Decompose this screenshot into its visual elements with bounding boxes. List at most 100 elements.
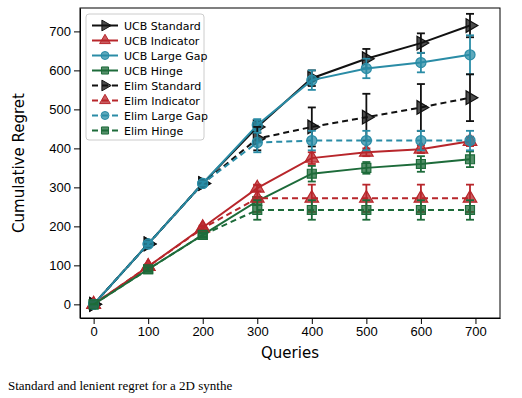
y-axis-title: Cumulative Regret — [10, 93, 28, 233]
tick-mark — [421, 318, 422, 324]
legend-item: UCB Standard — [92, 20, 201, 33]
tick-label: 300 — [247, 324, 269, 339]
x-axis-title: Queries — [261, 344, 319, 362]
tick-mark — [203, 318, 204, 324]
tick-label: 200 — [49, 219, 71, 234]
series-line — [94, 55, 470, 305]
legend-label: UCB Hinge — [124, 65, 183, 78]
tick: 500 — [49, 102, 80, 117]
error-bar-cap — [362, 219, 370, 221]
marker — [89, 300, 98, 309]
marker — [305, 190, 319, 202]
marker — [416, 206, 425, 215]
error-bar-cap — [308, 165, 316, 167]
tick-label: 400 — [49, 141, 71, 156]
series — [87, 185, 477, 309]
error-bar — [417, 156, 425, 172]
chart: 0100200300400500600700010020030040050060… — [0, 0, 522, 398]
legend-item: Elim Large Gap — [92, 110, 208, 123]
error-bar-cap — [362, 149, 370, 151]
marker — [466, 91, 478, 105]
error-bar-cap — [308, 149, 316, 151]
marker — [362, 163, 371, 172]
error-bar-cap — [417, 83, 425, 85]
tick: 100 — [138, 318, 160, 339]
tick-label: 100 — [138, 324, 160, 339]
error-bar-cap — [466, 13, 474, 15]
legend-label: UCB Indicator — [124, 35, 200, 48]
marker — [362, 110, 374, 124]
marker — [308, 120, 320, 134]
tick: 0 — [91, 318, 98, 339]
tick-mark — [312, 318, 313, 324]
marker — [144, 265, 153, 274]
error-bar-cap — [253, 199, 261, 201]
error-bar-cap — [308, 181, 316, 183]
error-bar-cap — [362, 48, 370, 50]
tick-label: 400 — [301, 324, 323, 339]
legend-label: Elim Large Gap — [124, 110, 208, 123]
error-bar-cap — [417, 171, 425, 173]
marker — [143, 239, 153, 249]
tick: 600 — [411, 318, 433, 339]
series — [89, 35, 475, 309]
error-bar-cap — [253, 219, 261, 221]
error-bar-cap — [466, 73, 474, 75]
legend-marker — [102, 20, 111, 31]
error-bar-cap — [362, 93, 370, 95]
tick: 400 — [301, 318, 323, 339]
error-bar-cap — [466, 34, 474, 36]
marker — [361, 136, 371, 146]
marker — [196, 220, 210, 232]
tick-mark — [74, 109, 80, 110]
marker — [89, 300, 98, 309]
tick: 600 — [49, 63, 80, 78]
error-bar-cap — [308, 69, 316, 71]
legend-marker — [101, 127, 108, 134]
tick-mark — [74, 187, 80, 188]
marker — [466, 155, 475, 164]
marker — [416, 136, 426, 146]
marker — [198, 230, 207, 239]
marker — [253, 206, 262, 215]
marker — [198, 178, 208, 188]
series-line — [94, 159, 470, 304]
error-bar-cap — [308, 69, 316, 71]
marker — [417, 101, 429, 115]
series — [90, 74, 478, 311]
tick: 0 — [64, 297, 80, 312]
error-bar-cap — [417, 32, 425, 34]
tick: 200 — [49, 219, 80, 234]
legend-item: Elim Standard — [92, 80, 201, 93]
error-bar-cap — [466, 219, 474, 221]
plot: 0100200300400500600700010020030040050060… — [49, 8, 500, 339]
error-bar-cap — [253, 126, 261, 128]
error-bar-cap — [417, 52, 425, 54]
error-bar-cap — [362, 184, 370, 186]
marker — [466, 19, 478, 33]
tick-mark — [148, 318, 149, 324]
tick-mark — [74, 31, 80, 32]
series-line — [94, 210, 470, 304]
caption: Standard and lenient regret for a 2D syn… — [8, 378, 232, 393]
marker — [465, 50, 475, 60]
marker — [463, 134, 477, 146]
legend-marker — [101, 67, 108, 74]
data-area — [87, 14, 478, 311]
tick: 300 — [247, 318, 269, 339]
error-bar — [417, 200, 425, 219]
tick-mark — [74, 226, 80, 227]
marker — [198, 178, 208, 188]
error-bar-cap — [466, 149, 474, 151]
tick-label: 500 — [356, 324, 378, 339]
error-bar-cap — [362, 77, 370, 79]
y-axis: 0100200300400500600700 — [49, 9, 80, 319]
legend-marker — [102, 80, 111, 91]
marker — [360, 190, 374, 202]
legend-item: UCB Indicator — [92, 34, 200, 47]
legend-label: Elim Indicator — [124, 95, 200, 108]
tick: 700 — [49, 24, 80, 39]
tick-label: 700 — [465, 324, 487, 339]
tick-label: 600 — [411, 324, 433, 339]
legend-label: UCB Large Gap — [124, 50, 207, 63]
